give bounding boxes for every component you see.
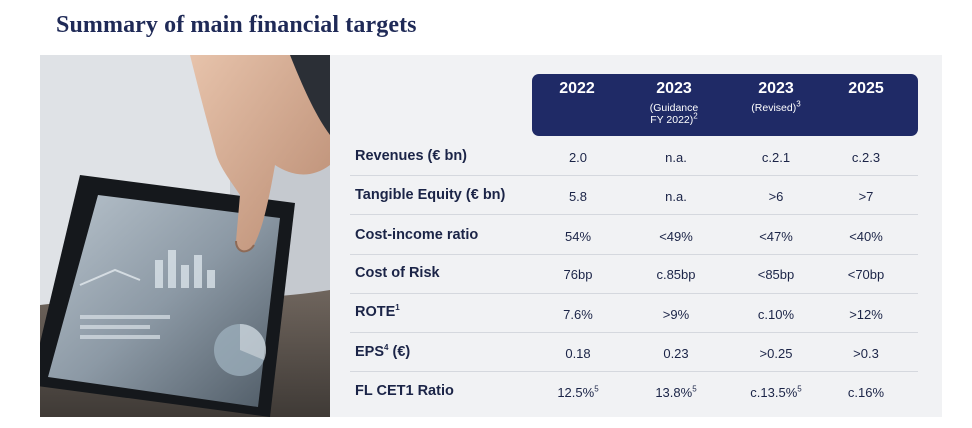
table-cell: >6 (768, 189, 784, 204)
column-header-2022: 2022 (559, 80, 595, 97)
row-divider (350, 214, 918, 215)
table-cell: c.10% (757, 307, 795, 322)
table-cell: <47% (759, 229, 793, 244)
tablet-photo (40, 55, 330, 417)
table-cell: >12% (849, 307, 883, 322)
table-cell: n.a. (665, 189, 687, 204)
table-cell: 76bp (563, 267, 593, 282)
row-divider (350, 254, 918, 255)
table-cell: <40% (849, 229, 883, 244)
table-cell: 5.8 (568, 189, 588, 204)
table-cell: c.2.3 (851, 150, 881, 165)
table-cell: 7.6% (563, 307, 593, 322)
table-cell: 13.8%5 (655, 384, 697, 400)
row-divider (350, 371, 918, 372)
table-cell: >9% (662, 307, 690, 322)
row-label-rote: ROTE1 (355, 303, 400, 320)
table-cell: 0.23 (663, 346, 689, 361)
table-cell: <49% (659, 229, 693, 244)
table-cell: n.a. (665, 150, 687, 165)
table-cell: >0.25 (759, 346, 793, 361)
row-label-eps: EPS4 (€) (355, 343, 411, 360)
tablet-illustration (40, 55, 330, 417)
table-cell: >0.3 (853, 346, 879, 361)
column-subheader-guidance: (Guidance FY 2022)2 (649, 102, 699, 126)
column-subheader-revised: (Revised)3 (751, 99, 801, 114)
row-divider (350, 293, 918, 294)
table-cell: 54% (564, 229, 592, 244)
row-label-cost-of-risk: Cost of Risk (355, 265, 440, 281)
table-cell: 2.0 (568, 150, 588, 165)
table-header-bar (532, 74, 918, 136)
table-cell: c.2.1 (761, 150, 791, 165)
table-cell: 12.5%5 (557, 384, 599, 400)
table-cell: c.16% (847, 385, 885, 400)
column-header-2023-guidance: 2023 (656, 80, 692, 97)
row-label-fl-cet1: FL CET1 Ratio (355, 383, 454, 399)
table-cell: <70bp (847, 267, 885, 282)
column-header-2023-revised: 2023 (758, 80, 794, 97)
row-divider (350, 332, 918, 333)
table-cell: <85bp (757, 267, 795, 282)
row-label-tangible-equity: Tangible Equity (€ bn) (355, 187, 506, 203)
column-header-2025: 2025 (848, 80, 884, 97)
page-title: Summary of main financial targets (56, 12, 417, 38)
row-label-revenues: Revenues (€ bn) (355, 148, 467, 164)
table-cell: >7 (858, 189, 874, 204)
table-cell: c.13.5%5 (750, 384, 802, 400)
row-divider (350, 175, 918, 176)
table-cell: c.85bp (656, 267, 696, 282)
row-label-cost-income: Cost-income ratio (355, 227, 479, 243)
table-cell: 0.18 (565, 346, 591, 361)
